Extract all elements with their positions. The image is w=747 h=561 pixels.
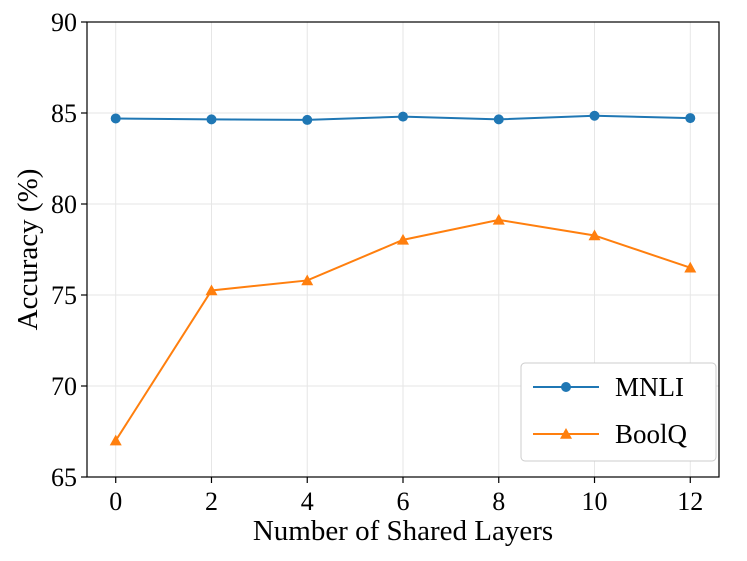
series-mnli <box>110 110 696 125</box>
y-tick-label: 70 <box>51 372 77 401</box>
x-tick-label: 2 <box>205 487 218 516</box>
legend: MNLI BoolQ <box>520 362 717 462</box>
data-point-boolq <box>109 434 122 446</box>
data-point-mnli <box>685 113 696 124</box>
y-axis-title: Accuracy (%) <box>12 169 44 331</box>
data-point-boolq <box>492 213 505 225</box>
data-point-boolq <box>588 229 601 241</box>
data-point-boolq <box>684 261 697 273</box>
axis-ticks: 0 2 4 6 8 10 12 65 70 75 80 85 90 <box>51 8 703 516</box>
legend-marker-boolq <box>560 428 572 439</box>
legend-label-mnli: MNLI <box>615 372 684 402</box>
data-point-mnli <box>398 111 408 122</box>
data-point-boolq <box>205 284 218 296</box>
y-tick-label: 65 <box>51 463 77 492</box>
legend-marker-mnli <box>561 382 571 392</box>
x-axis-title: Number of Shared Layers <box>253 515 553 547</box>
data-point-mnli <box>493 114 504 125</box>
x-tick-label: 12 <box>677 487 703 516</box>
y-tick-label: 75 <box>51 281 77 310</box>
x-tick-label: 6 <box>397 487 410 516</box>
data-point-boolq <box>301 274 314 286</box>
y-tick-label: 90 <box>51 8 77 37</box>
data-point-boolq <box>397 233 409 245</box>
legend-items: MNLI BoolQ <box>533 372 688 449</box>
y-tick-label: 85 <box>51 99 77 128</box>
data-point-mnli <box>589 110 600 121</box>
x-tick-label: 10 <box>582 487 608 516</box>
legend-label-boolq: BoolQ <box>615 419 688 449</box>
data-point-mnli <box>206 114 217 125</box>
x-tick-label: 8 <box>492 487 505 516</box>
data-point-mnli <box>302 114 313 125</box>
legend-item-mnli: MNLI <box>533 372 684 402</box>
y-tick-label: 80 <box>51 190 77 219</box>
series-boolq <box>109 213 697 446</box>
x-tick-label: 4 <box>301 487 314 516</box>
legend-item-boolq: BoolQ <box>533 419 688 449</box>
data-point-mnli <box>110 113 121 124</box>
x-tick-label: 0 <box>109 487 122 516</box>
series-group <box>109 110 697 446</box>
